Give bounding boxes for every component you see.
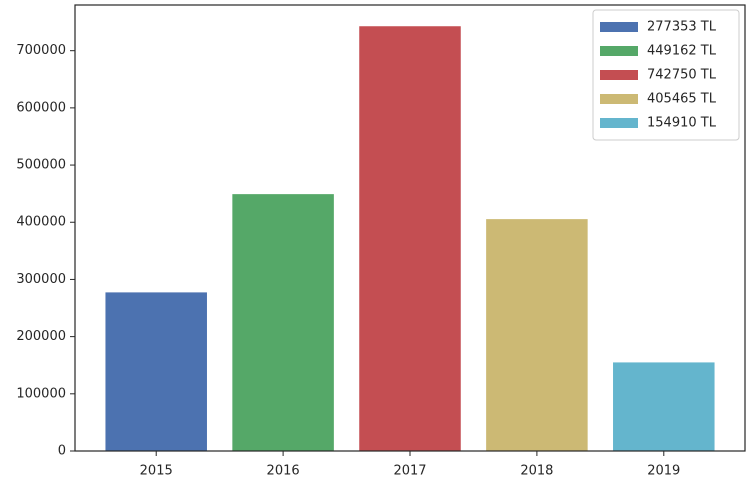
- legend-swatch: [600, 46, 638, 56]
- legend-label: 742750 TL: [647, 68, 717, 83]
- legend-swatch: [600, 22, 638, 32]
- plot-frame: [74, 4, 746, 452]
- y-tick-label: 400000: [16, 215, 66, 230]
- y-tick-label: 700000: [16, 43, 66, 58]
- y-tick-label: 200000: [16, 329, 66, 344]
- legend-label: 449162 TL: [647, 44, 717, 59]
- legend-swatch: [600, 94, 638, 104]
- legend-label: 154910 TL: [647, 116, 717, 131]
- y-tick-label: 500000: [16, 158, 66, 173]
- y-tick-label: 600000: [16, 100, 66, 115]
- legend-label: 405465 TL: [647, 92, 717, 107]
- y-tick-label: 0: [58, 444, 66, 459]
- x-tick-label: 2015: [140, 464, 173, 479]
- bar: [486, 219, 588, 451]
- x-tick-label: 2016: [267, 464, 300, 479]
- y-tick-label: 300000: [16, 272, 66, 287]
- x-tick-label: 2019: [647, 464, 680, 479]
- legend-swatch: [600, 70, 638, 80]
- legend-swatch: [600, 118, 638, 128]
- y-tick-label: 100000: [16, 386, 66, 401]
- legend-box: [592, 9, 740, 141]
- bar: [359, 26, 461, 451]
- bar: [232, 194, 334, 451]
- x-tick-label: 2018: [520, 464, 553, 479]
- legend-label: 277353 TL: [647, 20, 717, 35]
- x-tick-label: 2017: [393, 464, 426, 479]
- bar: [105, 292, 207, 451]
- bar: [613, 362, 715, 451]
